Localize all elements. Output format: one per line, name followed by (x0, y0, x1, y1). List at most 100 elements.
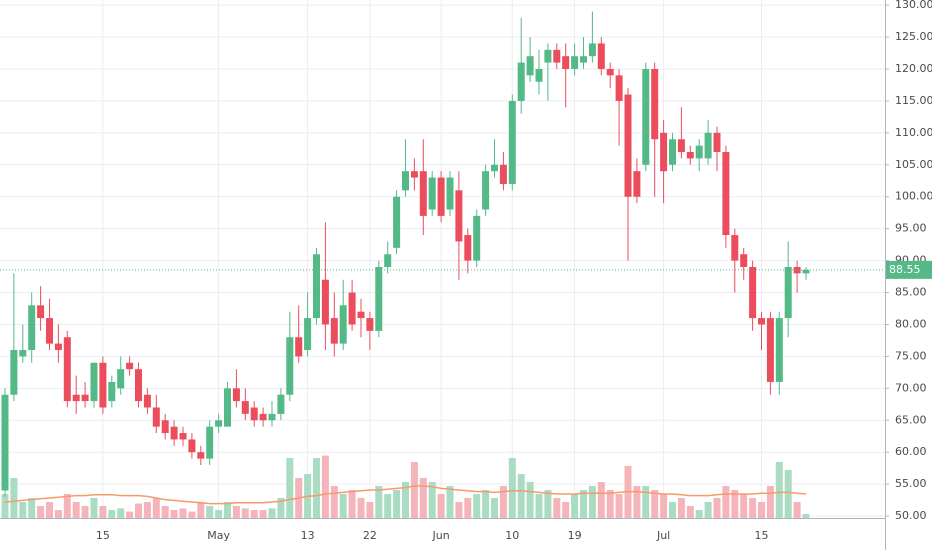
candle-body (624, 94, 632, 197)
volume-bar (241, 508, 249, 518)
volume-bar (330, 486, 338, 518)
candle-body (482, 171, 490, 210)
candle-body (722, 152, 730, 236)
candle-body (321, 279, 329, 325)
candle-body (633, 171, 641, 197)
candle-body (81, 394, 89, 402)
volume-bar (117, 508, 125, 518)
x-tick-label: May (207, 529, 230, 542)
candle-body (419, 171, 427, 216)
volume-bar (313, 458, 320, 518)
volume-bar (250, 510, 258, 518)
candle-body (37, 305, 45, 319)
candle-body (54, 343, 62, 351)
candle-body (731, 235, 739, 261)
candle-body (304, 318, 312, 351)
x-tick-label: 19 (568, 529, 582, 542)
grid (0, 0, 885, 518)
candle-body (553, 49, 561, 63)
volume-bar (606, 490, 614, 518)
candle-body (686, 152, 694, 159)
volume-bar (669, 502, 676, 518)
volume-bar (339, 494, 347, 518)
volume-bar (642, 486, 650, 518)
candle-body (446, 177, 454, 210)
candle-body (188, 439, 196, 453)
candle-body (126, 362, 134, 370)
y-tick-label: 70.00 (895, 381, 927, 394)
volume-bar (188, 511, 196, 518)
candle-body (508, 100, 516, 184)
y-tick-label: 100.00 (895, 190, 932, 203)
candle-body (758, 318, 765, 325)
candle-body (99, 362, 107, 408)
candle-body (277, 394, 285, 414)
volume-bar (722, 486, 730, 518)
candle-body (152, 407, 160, 427)
candle-body (161, 420, 169, 434)
volume-bar (455, 502, 463, 518)
candle-body (108, 381, 116, 402)
y-tick-label: 105.00 (895, 158, 932, 171)
candle-body (740, 254, 748, 267)
last-price-box (886, 260, 932, 279)
candle-body (197, 452, 205, 459)
volume-bar (10, 478, 18, 518)
candle-body (259, 413, 267, 421)
volume-bar (713, 498, 721, 518)
volume-bar (749, 498, 757, 518)
x-tick-label: Jul (656, 529, 670, 542)
volume-bar (28, 498, 36, 518)
candle-body (295, 337, 303, 357)
candle-body (46, 318, 53, 344)
volume-bar (499, 486, 507, 518)
volume-bar (473, 494, 481, 518)
candle-body (606, 68, 614, 76)
candle-body (571, 56, 579, 69)
candle-body (526, 56, 534, 76)
volume-bar (766, 486, 774, 518)
candle-body (357, 311, 365, 319)
volume-pane (1, 455, 810, 518)
candle-body (224, 388, 231, 427)
volume-bar (704, 502, 712, 518)
candle-body (170, 426, 178, 440)
candle-body (802, 269, 810, 274)
volume-bar (446, 486, 454, 518)
x-tick-label: Jun (432, 529, 450, 542)
candle-body (402, 171, 409, 191)
candle-body (63, 337, 71, 402)
volume-bar (90, 498, 98, 518)
volume-bar (660, 494, 668, 518)
volume-bar (784, 470, 792, 518)
y-tick-label: 110.00 (895, 126, 932, 139)
volume-bar (366, 502, 374, 518)
volume-bar (802, 514, 810, 518)
volume-bar (1, 494, 9, 518)
candle-body (713, 132, 721, 153)
candle-body (588, 43, 596, 57)
candle-body (597, 43, 605, 69)
volume-bar (99, 506, 107, 518)
candle-body (28, 305, 36, 351)
candle-body (232, 388, 240, 402)
volume-bar (544, 490, 552, 518)
candle-body (410, 171, 418, 178)
x-tick-label: 13 (301, 529, 315, 542)
candle-body (660, 132, 668, 172)
candle-body (428, 177, 436, 210)
volume-bar (232, 506, 240, 518)
volume-bar (259, 510, 267, 518)
y-tick-label: 130.00 (895, 0, 932, 11)
volume-bar (108, 510, 116, 518)
volume-bar (571, 494, 579, 518)
volume-bar (588, 486, 596, 518)
candle-body (473, 215, 481, 261)
candle-body (206, 426, 214, 459)
candle-body (695, 145, 703, 159)
y-tick-label: 60.00 (895, 445, 927, 458)
candle-body (1, 394, 9, 491)
candle-body (517, 62, 525, 101)
volume-bar (695, 510, 703, 518)
